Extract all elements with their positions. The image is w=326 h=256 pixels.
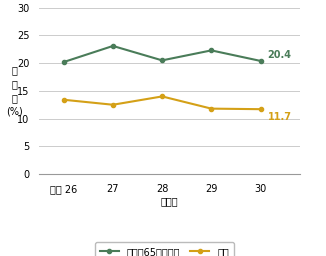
- Text: 20.4: 20.4: [268, 50, 291, 60]
- Text: 11.7: 11.7: [268, 112, 291, 122]
- 高齢（65歳以上）: [62, 60, 66, 63]
- 女性: [160, 95, 164, 98]
- Line: 高齢（65歳以上）: 高齢（65歳以上）: [62, 44, 263, 64]
- Y-axis label: 再
入
率
(%): 再 入 率 (%): [6, 65, 22, 117]
- 高齢（65歳以上）: [209, 49, 213, 52]
- Line: 女性: 女性: [62, 94, 263, 111]
- X-axis label: 出所年: 出所年: [161, 197, 178, 207]
- 高齢（65歳以上）: [111, 45, 115, 48]
- 女性: [111, 103, 115, 106]
- Legend: 高齢（65歳以上）, 女性: 高齢（65歳以上）, 女性: [95, 242, 234, 256]
- 女性: [62, 98, 66, 101]
- 女性: [209, 107, 213, 110]
- 高齢（65歳以上）: [259, 59, 262, 62]
- 高齢（65歳以上）: [160, 59, 164, 62]
- 女性: [259, 108, 262, 111]
